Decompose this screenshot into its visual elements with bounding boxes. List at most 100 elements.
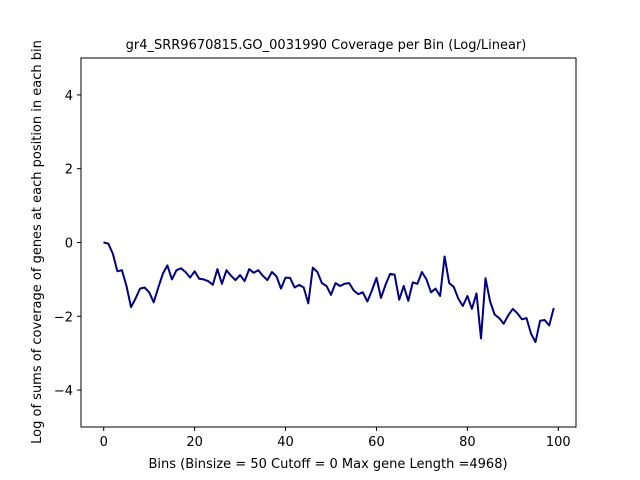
data-point (453, 286, 455, 288)
data-point (253, 272, 255, 274)
data-point (189, 277, 191, 279)
x-tick-label: 0 (100, 435, 108, 450)
data-point (530, 333, 532, 335)
data-point (494, 313, 496, 315)
data-point (553, 307, 555, 309)
axis-ticks: 0 20 40 60 80 100 −4 −2 0 2 4 (54, 89, 571, 450)
data-point (148, 291, 150, 293)
x-axis-label: Bins (Binsize = 50 Cutoff = 0 Max gene L… (148, 457, 507, 472)
data-point (412, 281, 414, 283)
data-point (116, 270, 118, 272)
data-point (271, 271, 273, 273)
data-point (262, 275, 264, 277)
data-point (121, 269, 123, 271)
data-point (275, 275, 277, 277)
data-point (421, 271, 423, 273)
data-point (139, 288, 141, 290)
data-point (135, 298, 137, 300)
data-point (489, 301, 491, 303)
data-point (307, 302, 309, 304)
data-point (462, 305, 464, 307)
data-point (516, 312, 518, 314)
data-point (539, 320, 541, 322)
y-tick-label: 0 (65, 237, 73, 252)
data-point (466, 295, 468, 297)
y-axis-label: Log of sums of coverage of genes at each… (30, 40, 45, 444)
data-point (312, 267, 314, 269)
data-point (348, 282, 350, 284)
data-point (457, 298, 459, 300)
chart-title: gr4_SRR9670815.GO_0031990 Coverage per B… (126, 38, 527, 53)
series-line (103, 241, 555, 344)
data-point (244, 280, 246, 282)
data-point (166, 264, 168, 266)
data-point (216, 268, 218, 270)
data-point (330, 294, 332, 296)
data-point (471, 308, 473, 310)
data-point (125, 285, 127, 287)
plot-frame (80, 57, 577, 428)
data-point (389, 273, 391, 275)
x-tick-label: 20 (186, 435, 203, 450)
data-point (525, 317, 527, 319)
data-point (385, 284, 387, 286)
data-point (362, 291, 364, 293)
data-point (416, 283, 418, 285)
data-point (230, 275, 232, 277)
data-point (439, 295, 441, 297)
data-point (398, 299, 400, 301)
y-tick-label: 2 (65, 163, 73, 178)
data-point (130, 306, 132, 308)
data-point (475, 292, 477, 294)
data-point (212, 284, 214, 286)
data-point (335, 282, 337, 284)
x-tick-label: 80 (459, 435, 476, 450)
data-point (144, 287, 146, 289)
data-point (394, 274, 396, 276)
data-point (207, 280, 209, 282)
data-point (357, 293, 359, 295)
data-point (535, 341, 537, 343)
data-point (512, 308, 514, 310)
data-point (548, 325, 550, 327)
data-point (198, 278, 200, 280)
data-point (485, 277, 487, 279)
data-point (339, 285, 341, 287)
data-point (194, 270, 196, 272)
data-point (248, 268, 250, 270)
data-point (344, 283, 346, 285)
data-point (480, 337, 482, 339)
data-point (203, 278, 205, 280)
data-point (175, 269, 177, 271)
data-point (507, 314, 509, 316)
data-point (235, 279, 237, 281)
data-point (544, 319, 546, 321)
data-point (303, 287, 305, 289)
y-tick-label: −2 (54, 310, 73, 325)
data-point (225, 269, 227, 271)
data-point (425, 278, 427, 280)
x-tick-label: 60 (368, 435, 385, 450)
data-point (521, 318, 523, 320)
data-point (162, 273, 164, 275)
data-point (371, 289, 373, 291)
data-point (107, 243, 109, 245)
data-point (435, 288, 437, 290)
data-point (294, 287, 296, 289)
data-point (221, 283, 223, 285)
series-points (103, 242, 555, 343)
data-point (375, 277, 377, 279)
data-point (298, 284, 300, 286)
data-point (285, 277, 287, 279)
data-point (321, 282, 323, 284)
data-point (280, 288, 282, 290)
data-point (180, 267, 182, 269)
data-point (444, 256, 446, 258)
data-point (171, 278, 173, 280)
data-point (353, 289, 355, 291)
data-point (403, 285, 405, 287)
data-point (498, 317, 500, 319)
data-point (289, 277, 291, 279)
